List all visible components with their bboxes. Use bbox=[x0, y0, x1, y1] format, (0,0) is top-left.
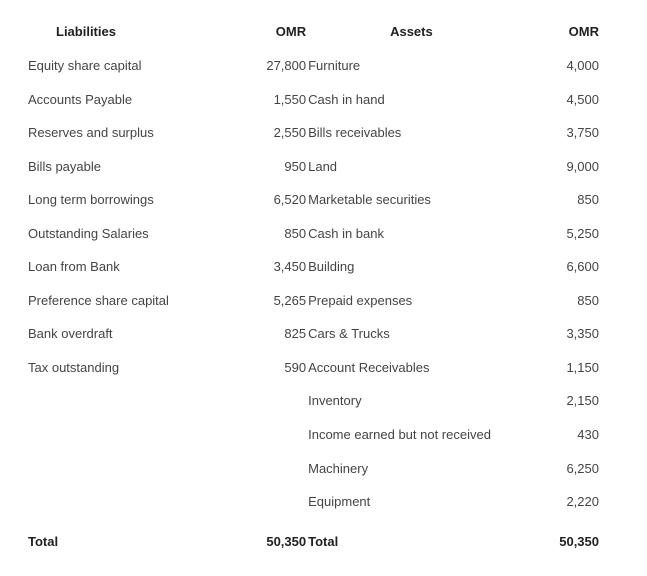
table-row: Income earned but not received430 bbox=[28, 418, 619, 452]
asset-value: 850 bbox=[515, 183, 619, 217]
asset-label: Furniture bbox=[306, 49, 515, 83]
table-row: Bills payable950Land9,000 bbox=[28, 150, 619, 184]
liability-value: 6,520 bbox=[225, 183, 306, 217]
table-row: Equipment2,220 bbox=[28, 485, 619, 519]
total-asset-label: Total bbox=[306, 519, 515, 559]
asset-value: 3,750 bbox=[515, 116, 619, 150]
asset-label: Cash in bank bbox=[306, 217, 515, 251]
header-assets: Assets bbox=[306, 18, 515, 49]
liability-value: 27,800 bbox=[225, 49, 306, 83]
liability-value bbox=[225, 384, 306, 418]
asset-label: Equipment bbox=[306, 485, 515, 519]
asset-value: 6,250 bbox=[515, 452, 619, 486]
liability-label: Reserves and surplus bbox=[28, 116, 225, 150]
total-liab-label: Total bbox=[28, 519, 225, 559]
header-omr-2: OMR bbox=[515, 18, 619, 49]
table-row: Machinery6,250 bbox=[28, 452, 619, 486]
asset-label: Bills receivables bbox=[306, 116, 515, 150]
asset-label: Prepaid expenses bbox=[306, 284, 515, 318]
liability-value: 2,550 bbox=[225, 116, 306, 150]
liability-label: Loan from Bank bbox=[28, 250, 225, 284]
liability-value: 950 bbox=[225, 150, 306, 184]
asset-value: 2,220 bbox=[515, 485, 619, 519]
table-row: Equity share capital27,800Furniture4,000 bbox=[28, 49, 619, 83]
liability-value bbox=[225, 452, 306, 486]
header-omr-1: OMR bbox=[225, 18, 306, 49]
asset-label: Cars & Trucks bbox=[306, 317, 515, 351]
table-row: Reserves and surplus2,550Bills receivabl… bbox=[28, 116, 619, 150]
asset-value: 4,500 bbox=[515, 83, 619, 117]
asset-value: 4,000 bbox=[515, 49, 619, 83]
table-row: Bank overdraft825Cars & Trucks3,350 bbox=[28, 317, 619, 351]
liability-value: 1,550 bbox=[225, 83, 306, 117]
asset-label: Income earned but not received bbox=[306, 418, 515, 452]
asset-value: 1,150 bbox=[515, 351, 619, 385]
liability-label: Accounts Payable bbox=[28, 83, 225, 117]
table-row: Tax outstanding590Account Receivables1,1… bbox=[28, 351, 619, 385]
liability-label: Bills payable bbox=[28, 150, 225, 184]
asset-value: 6,600 bbox=[515, 250, 619, 284]
balance-sheet-table: Liabilities OMR Assets OMR Equity share … bbox=[28, 18, 619, 558]
asset-value: 850 bbox=[515, 284, 619, 318]
liability-label: Preference share capital bbox=[28, 284, 225, 318]
table-row: Outstanding Salaries850Cash in bank5,250 bbox=[28, 217, 619, 251]
total-liab-value: 50,350 bbox=[225, 519, 306, 559]
liability-label bbox=[28, 485, 225, 519]
table-row: Inventory2,150 bbox=[28, 384, 619, 418]
asset-value: 3,350 bbox=[515, 317, 619, 351]
header-row: Liabilities OMR Assets OMR bbox=[28, 18, 619, 49]
table-row: Accounts Payable1,550Cash in hand4,500 bbox=[28, 83, 619, 117]
liability-value: 5,265 bbox=[225, 284, 306, 318]
liability-label: Outstanding Salaries bbox=[28, 217, 225, 251]
liability-label: Equity share capital bbox=[28, 49, 225, 83]
liability-value: 850 bbox=[225, 217, 306, 251]
asset-label: Account Receivables bbox=[306, 351, 515, 385]
total-asset-value: 50,350 bbox=[515, 519, 619, 559]
asset-value: 9,000 bbox=[515, 150, 619, 184]
asset-label: Building bbox=[306, 250, 515, 284]
liability-value: 3,450 bbox=[225, 250, 306, 284]
liability-label: Tax outstanding bbox=[28, 351, 225, 385]
asset-value: 2,150 bbox=[515, 384, 619, 418]
table-row: Loan from Bank3,450Building6,600 bbox=[28, 250, 619, 284]
table-row: Long term borrowings6,520Marketable secu… bbox=[28, 183, 619, 217]
total-row: Total50,350Total50,350 bbox=[28, 519, 619, 559]
asset-label: Cash in hand bbox=[306, 83, 515, 117]
liability-label bbox=[28, 452, 225, 486]
liability-value: 590 bbox=[225, 351, 306, 385]
liability-label bbox=[28, 384, 225, 418]
asset-label: Machinery bbox=[306, 452, 515, 486]
asset-label: Land bbox=[306, 150, 515, 184]
liability-value: 825 bbox=[225, 317, 306, 351]
asset-label: Marketable securities bbox=[306, 183, 515, 217]
liability-value bbox=[225, 418, 306, 452]
liability-value bbox=[225, 485, 306, 519]
asset-value: 430 bbox=[515, 418, 619, 452]
header-liabilities: Liabilities bbox=[28, 18, 225, 49]
liability-label: Long term borrowings bbox=[28, 183, 225, 217]
asset-label: Inventory bbox=[306, 384, 515, 418]
liability-label: Bank overdraft bbox=[28, 317, 225, 351]
liability-label bbox=[28, 418, 225, 452]
asset-value: 5,250 bbox=[515, 217, 619, 251]
table-row: Preference share capital5,265Prepaid exp… bbox=[28, 284, 619, 318]
